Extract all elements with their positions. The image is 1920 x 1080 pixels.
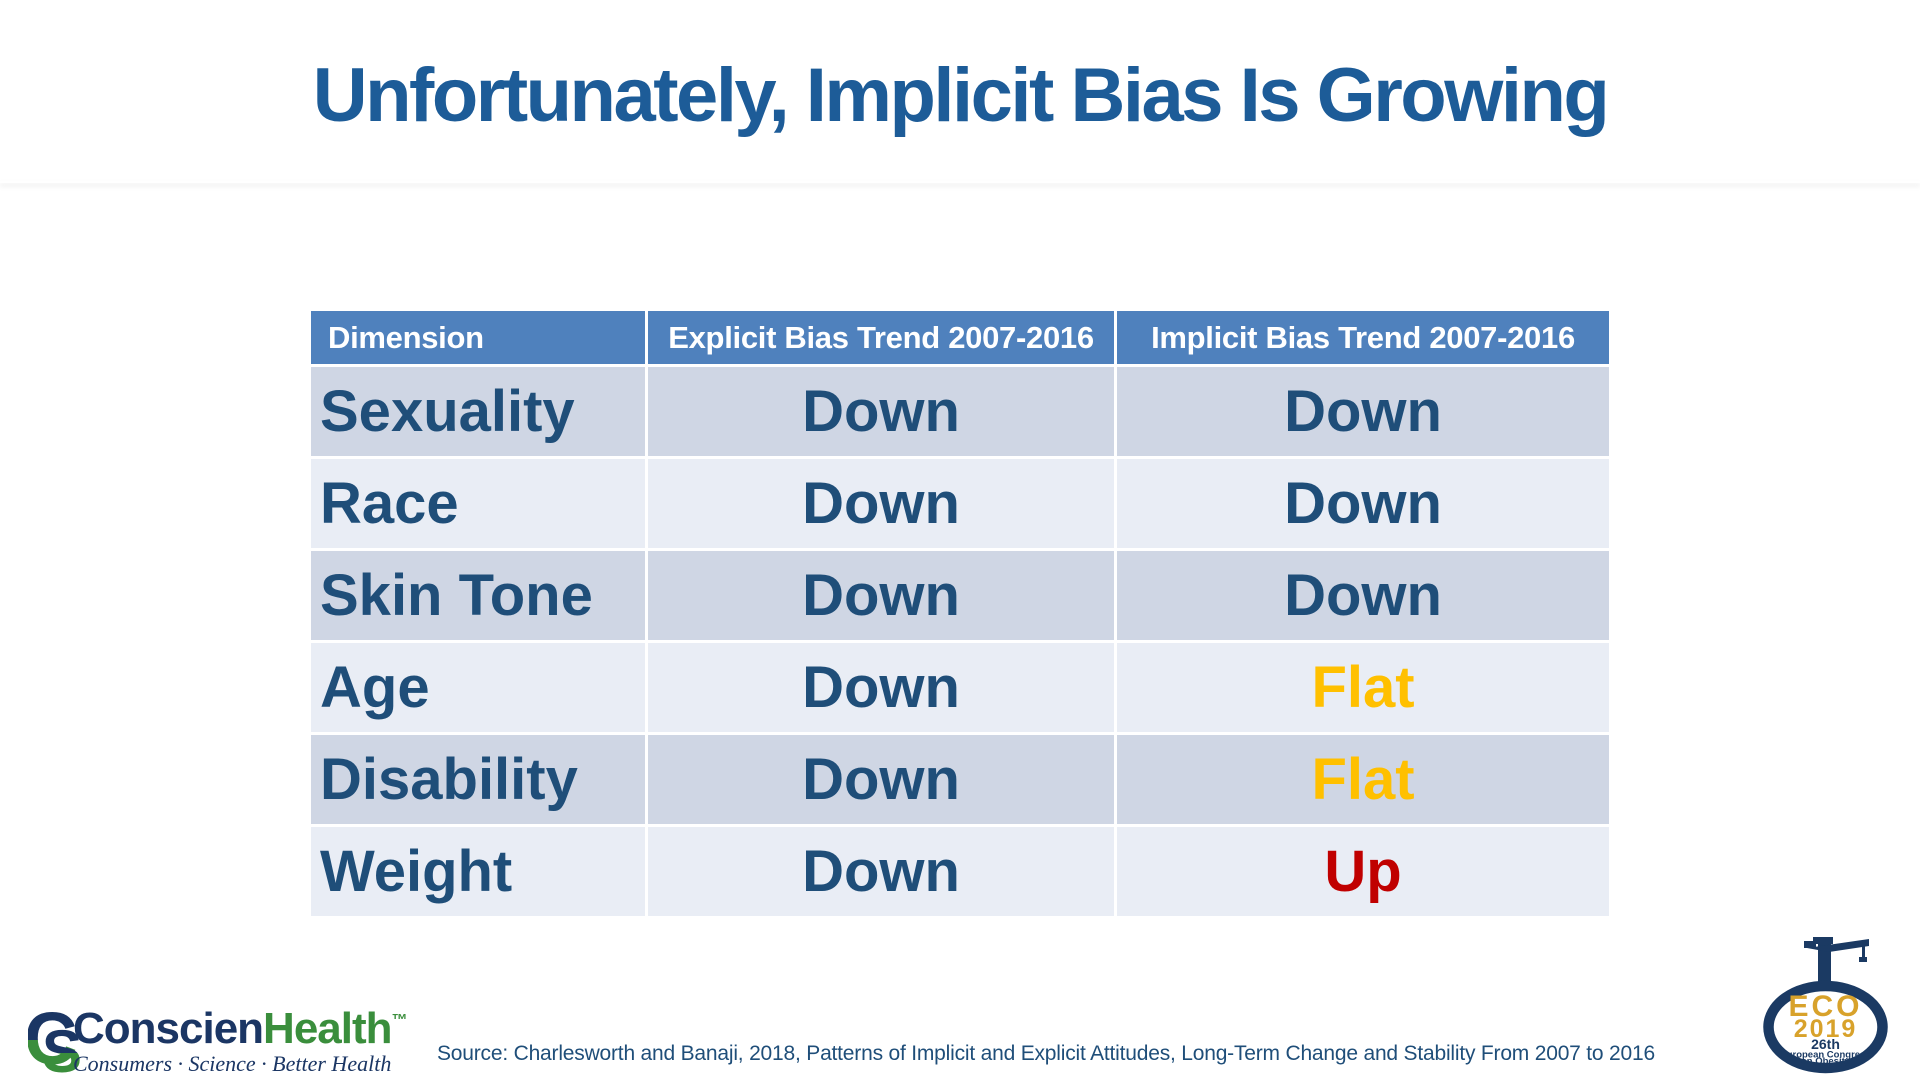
header-cell-explicit: Explicit Bias Trend 2007-2016 <box>648 311 1114 364</box>
bias-trend-table: Dimension Explicit Bias Trend 2007-2016 … <box>311 311 1609 916</box>
implicit-trend-cell: Down <box>1117 551 1609 640</box>
explicit-trend-cell: Down <box>648 643 1114 732</box>
eco-edition: 26th <box>1811 1036 1840 1052</box>
dimension-cell: Disability <box>311 735 645 824</box>
explicit-trend-cell: Down <box>648 367 1114 456</box>
cs-monogram-icon: C S <box>28 1004 80 1078</box>
dimension-cell: Weight <box>311 827 645 916</box>
implicit-trend-cell: Down <box>1117 459 1609 548</box>
brand-wordmark: ConscienHealth™ <box>73 1004 408 1053</box>
implicit-trend-cell: Flat <box>1117 735 1609 824</box>
explicit-trend-cell: Down <box>648 735 1114 824</box>
eco-2019-badge: ECO 2019 26th European Congress on Obesi… <box>1763 937 1888 1074</box>
svg-text:S: S <box>42 1018 80 1078</box>
brand-tagline: Consumers · Science · Better Health <box>73 1051 392 1076</box>
eco-acronym: ECO <box>1788 990 1862 1023</box>
consciehealth-logo: C S ConscienHealth™ Consumers · Science … <box>28 1000 408 1078</box>
explicit-trend-cell: Down <box>648 827 1114 916</box>
implicit-trend-cell: Down <box>1117 367 1609 456</box>
implicit-trend-cell: Flat <box>1117 643 1609 732</box>
dimension-cell: Age <box>311 643 645 732</box>
trademark-symbol: ™ <box>391 1012 408 1029</box>
source-citation: Source: Charlesworth and Banaji, 2018, P… <box>437 1042 1655 1065</box>
title-divider <box>0 181 1920 183</box>
eco-obesity-line: on Obesity <box>1801 1056 1851 1067</box>
dimension-cell: Skin Tone <box>311 551 645 640</box>
explicit-trend-cell: Down <box>648 551 1114 640</box>
explicit-trend-cell: Down <box>648 459 1114 548</box>
header-cell-implicit: Implicit Bias Trend 2007-2016 <box>1117 311 1609 364</box>
implicit-trend-cell: Up <box>1117 827 1609 916</box>
eco-year: 2019 <box>1794 1015 1858 1043</box>
header-cell-dimension: Dimension <box>311 311 645 364</box>
svg-text:C: C <box>28 1004 77 1078</box>
crane-icon <box>1804 937 1869 990</box>
eco-congress-line: European Congress <box>1780 1050 1870 1061</box>
dimension-cell: Sexuality <box>311 367 645 456</box>
dimension-cell: Race <box>311 459 645 548</box>
slide-title: Unfortunately, Implicit Bias Is Growing <box>312 52 1610 138</box>
